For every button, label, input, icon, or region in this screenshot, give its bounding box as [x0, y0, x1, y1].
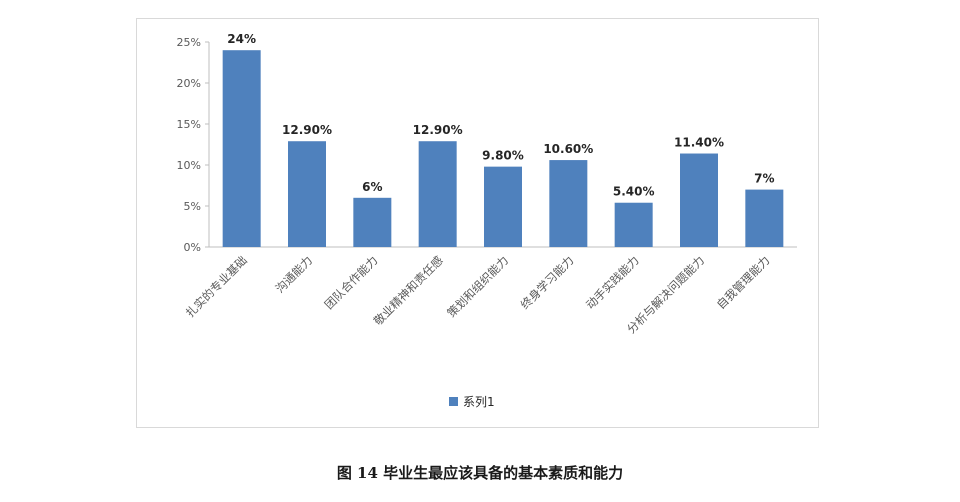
bar: [614, 202, 653, 247]
legend-label: 系列1: [463, 395, 495, 409]
figure-caption: 图 14 毕业生最应该具备的基本素质和能力: [336, 464, 624, 482]
bar: [418, 141, 457, 247]
chart-frame: 0% 5% 10% 15% 20% 25% 24% 扎实的专业基础 12.90% 沟通能力 6% 团队…: [136, 18, 819, 428]
data-label: 9.80%: [482, 149, 524, 163]
data-label: 11.40%: [674, 136, 724, 150]
data-label: 10.60%: [543, 142, 593, 156]
bar: [353, 197, 392, 247]
x-category-label: 沟通能力: [273, 253, 315, 295]
x-category-label: 自我管理能力: [714, 253, 773, 312]
bar: [680, 153, 718, 247]
data-label: 6%: [362, 180, 382, 194]
x-category-label: 团队合作能力: [322, 253, 381, 312]
y-tick-label: 20%: [177, 77, 201, 90]
bar: [222, 50, 261, 248]
data-label: 24%: [227, 32, 256, 46]
legend-swatch: [449, 397, 458, 406]
bar: [549, 160, 588, 247]
x-category-label: 敬业精神和责任感: [371, 253, 446, 328]
bar: [288, 141, 326, 247]
y-tick-label: 5%: [184, 200, 201, 213]
bar: [745, 189, 784, 247]
x-category-label: 动手实践能力: [583, 253, 642, 312]
x-category-label: 策划和组织能力: [444, 253, 511, 320]
y-tick-label: 25%: [177, 36, 201, 49]
data-label: 5.40%: [613, 185, 655, 199]
data-label: 7%: [754, 172, 774, 186]
bar-chart: 0% 5% 10% 15% 20% 25% 24% 扎实的专业基础 12.90% 沟通能力 6% 团队…: [177, 32, 797, 409]
data-label: 12.90%: [413, 123, 463, 137]
x-category-label: 终身学习能力: [518, 253, 577, 312]
x-category-label: 扎实的专业基础: [183, 253, 250, 320]
data-label: 12.90%: [282, 123, 332, 137]
y-tick-label: 15%: [177, 118, 201, 131]
y-tick-label: 0%: [184, 241, 201, 254]
y-tick-label: 10%: [177, 159, 201, 172]
bar: [484, 166, 522, 247]
